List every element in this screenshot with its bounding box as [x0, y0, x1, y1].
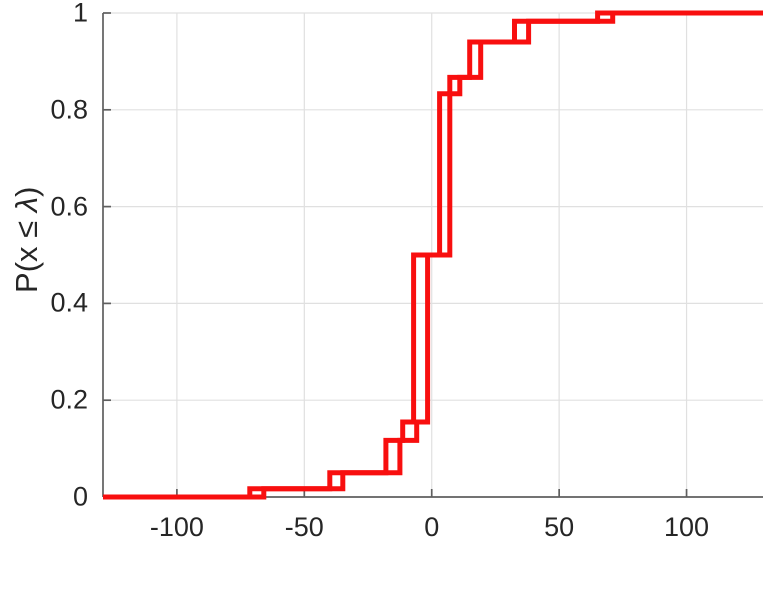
y-axis-label-close: )	[9, 186, 44, 197]
ecdf-curve-2	[103, 10, 763, 500]
y-tick-label: 0.8	[50, 94, 88, 125]
y-tick-label: 0.2	[50, 384, 88, 415]
x-tick-label: 50	[544, 512, 575, 542]
x-tick-label: -100	[149, 512, 204, 542]
x-axis-label: Eigenvalue (λ)	[299, 563, 549, 600]
plot-area	[102, 10, 763, 500]
y-axis-label-text: P(x ≤	[9, 212, 44, 293]
y-tick-label: 0.6	[50, 191, 88, 222]
y-tick-label: 0	[72, 481, 88, 512]
ecdf-curves	[103, 10, 763, 500]
y-tick-label: 0.4	[50, 287, 88, 318]
y-axis-label: P(x ≤ λ)	[0, 187, 81, 328]
y-tick-label: 1	[72, 0, 88, 28]
x-tick-label: -50	[284, 512, 324, 542]
x-tick-label: 100	[664, 512, 710, 542]
lambda-symbol: λ	[9, 196, 44, 213]
x-tick-label: 0	[424, 512, 440, 542]
